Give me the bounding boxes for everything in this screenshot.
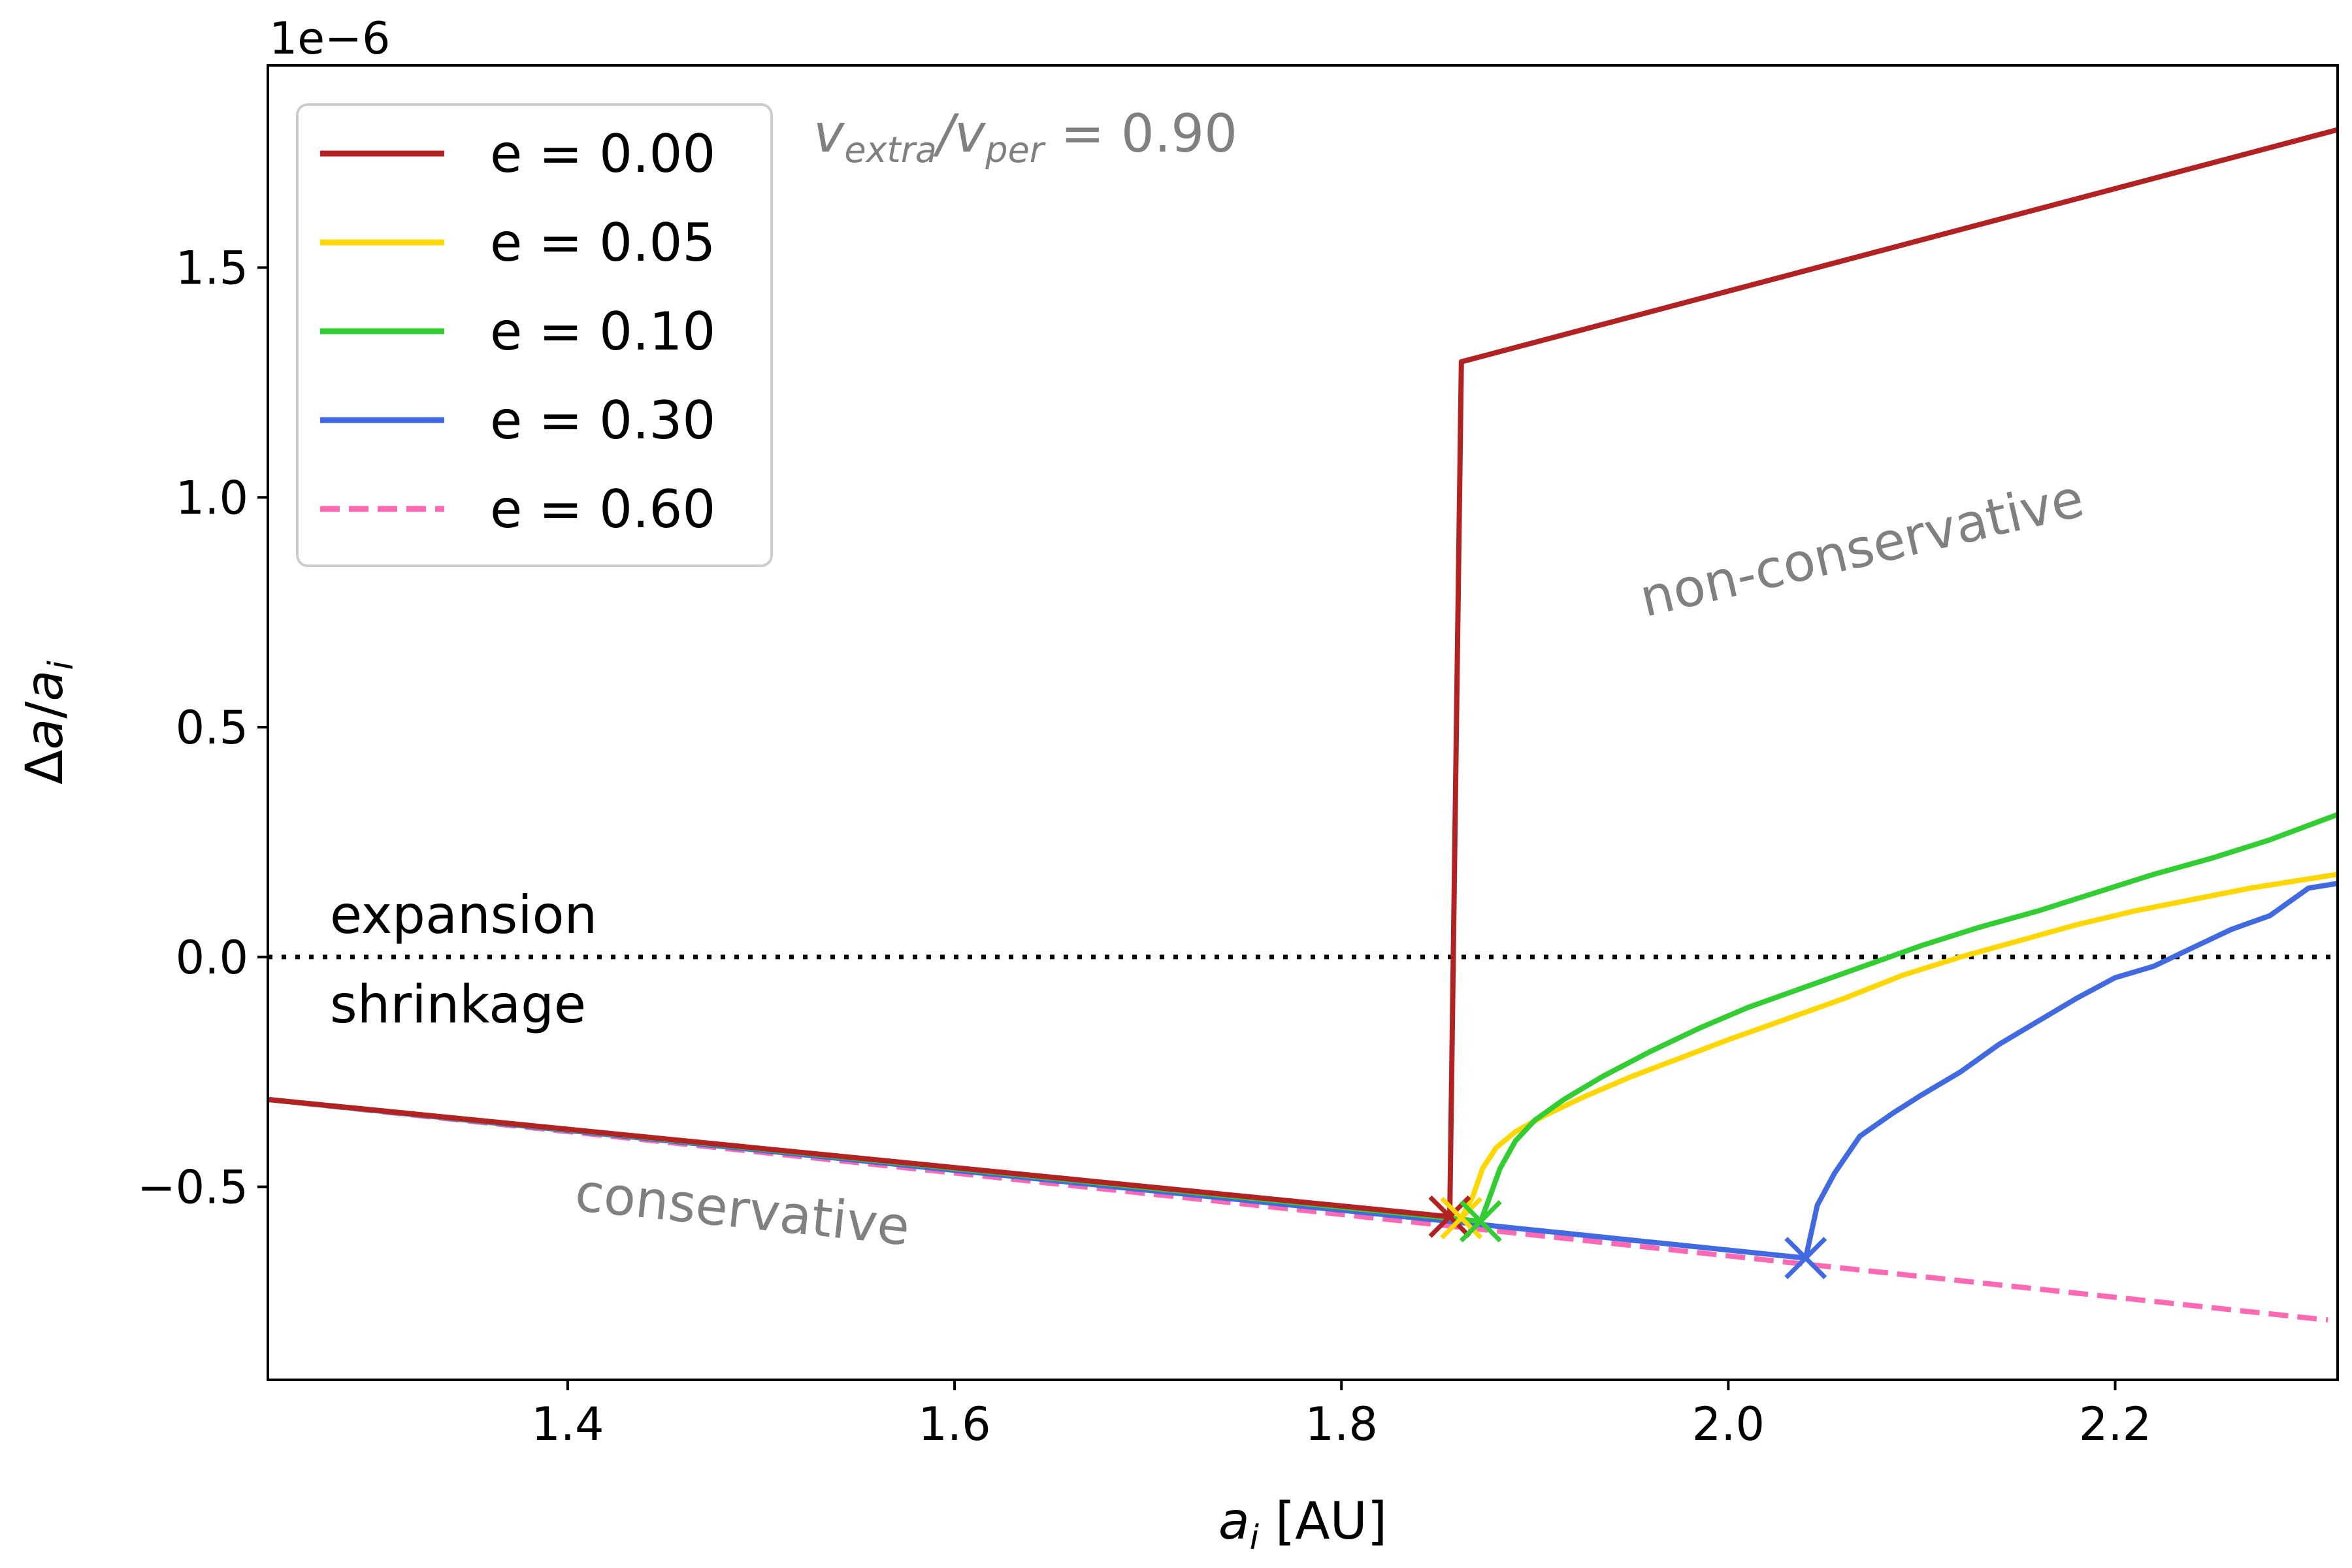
y-tick-label: −0.5 <box>137 1161 248 1215</box>
x-axis-ticks: 1.4 1.6 1.8 2.0 2.2 <box>531 1380 2151 1451</box>
y-tick-label: 0.0 <box>176 931 248 985</box>
x-tick-label: 1.4 <box>531 1397 604 1451</box>
y-axis-ticks: −0.5 0.0 0.5 1.0 1.5 <box>137 242 268 1215</box>
legend-box <box>296 103 773 567</box>
legend-label-e000: e = 0.00 <box>490 123 715 184</box>
velocity-ratio-annotation: vextra/vper = 0.90 <box>813 103 1237 171</box>
x-tick-label: 2.0 <box>1692 1397 1765 1451</box>
legend-label-e005: e = 0.05 <box>490 212 715 273</box>
x-axis-label: ai [AU] <box>1218 1492 1387 1558</box>
series-line-e000 <box>268 127 2338 1220</box>
end-marker-e010 <box>1459 1200 1502 1243</box>
y-tick-label: 1.5 <box>176 242 248 295</box>
legend-label-e060: e = 0.60 <box>490 479 715 540</box>
legend: e = 0.00 e = 0.05 e = 0.10 e = 0.30 e = 0.60 <box>296 103 773 567</box>
series-line-e010 <box>268 811 2338 1224</box>
y-tick-label: 0.5 <box>176 701 248 755</box>
end-marker-e030 <box>1784 1237 1827 1280</box>
series-line-e005 <box>268 872 2338 1221</box>
series-line-e030 <box>268 881 2338 1261</box>
expansion-label: expansion <box>330 885 597 945</box>
axes-frame <box>267 64 2339 1381</box>
x-tick-label: 1.8 <box>1305 1397 1378 1451</box>
shrinkage-label: shrinkage <box>330 974 586 1035</box>
plot-area <box>268 127 2338 1323</box>
y-offset-label: 1e−6 <box>269 13 390 65</box>
x-tick-label: 1.6 <box>918 1397 990 1451</box>
y-tick-label: 1.0 <box>176 471 248 525</box>
legend-label-e010: e = 0.10 <box>490 301 715 362</box>
x-tick-label: 2.2 <box>2079 1397 2151 1451</box>
y-axis-label: Δa/ai <box>16 661 81 785</box>
legend-label-e030: e = 0.30 <box>490 390 715 451</box>
end-marker-e005 <box>1440 1196 1483 1239</box>
